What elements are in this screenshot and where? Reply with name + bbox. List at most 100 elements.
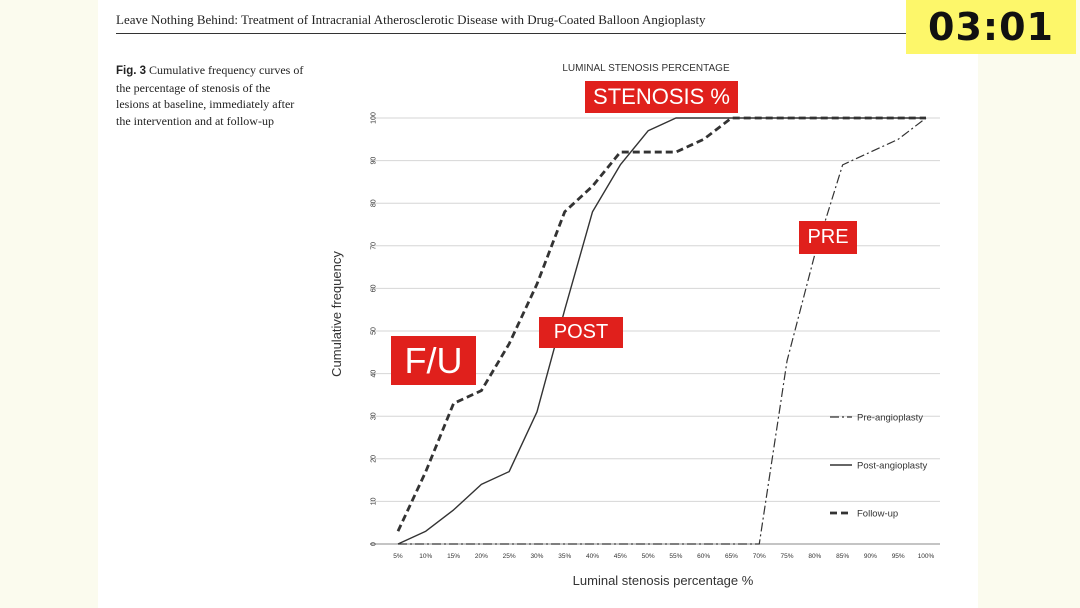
data-point-follow-up xyxy=(397,530,399,532)
y-tick-label: 70 xyxy=(371,242,378,250)
data-point-follow-up xyxy=(564,211,566,213)
data-point-pre-angioplasty xyxy=(675,543,677,545)
x-tick-label: 70% xyxy=(753,553,766,560)
x-tick-label: 5% xyxy=(393,553,403,560)
figure-caption: Fig. 3 Cumulative frequency curves of th… xyxy=(116,62,306,129)
data-point-post-angioplasty xyxy=(675,117,677,119)
data-point-follow-up xyxy=(870,117,872,119)
running-header: Leave Nothing Behind: Treatment of Intra… xyxy=(116,12,706,27)
data-point-follow-up xyxy=(536,283,538,285)
y-tick-label: 80 xyxy=(371,199,378,207)
y-tick-label: 10 xyxy=(371,497,378,505)
y-tick-label: 30 xyxy=(371,412,378,420)
x-tick-label: 15% xyxy=(447,553,460,560)
data-point-follow-up xyxy=(481,390,483,392)
data-point-follow-up xyxy=(786,117,788,119)
y-tick-label: 60 xyxy=(371,284,378,292)
chart-axes: 0 10 20 30 40 50 60 70 80 90 100 5% 10% 15% 20% 25% 30% 3… xyxy=(371,112,935,560)
figure-label: Fig. 3 xyxy=(116,65,147,77)
legend-label-post-angioplasty: Post-angioplasty xyxy=(857,461,927,472)
data-point-post-angioplasty xyxy=(397,543,399,545)
x-tick-label: 20% xyxy=(475,553,488,560)
data-point-follow-up xyxy=(842,117,844,119)
caption-text: Cumulative frequency curves of the perce… xyxy=(116,63,304,128)
data-point-post-angioplasty xyxy=(453,509,455,511)
data-point-post-angioplasty xyxy=(425,530,427,532)
header-rule xyxy=(116,33,908,34)
data-point-post-angioplasty xyxy=(508,471,510,473)
x-tick-label: 75% xyxy=(781,553,794,560)
y-tick-label: 100 xyxy=(371,112,378,124)
x-tick-label: 40% xyxy=(586,553,599,560)
data-point-pre-angioplasty xyxy=(758,543,760,545)
data-point-pre-angioplasty xyxy=(592,543,594,545)
left-margin xyxy=(0,0,98,608)
data-point-follow-up xyxy=(647,151,649,153)
right-margin xyxy=(978,0,1080,608)
y-tick-label: 40 xyxy=(371,370,378,378)
x-tick-label: 100% xyxy=(918,553,935,560)
overlay-stenosis-label: STENOSIS % xyxy=(585,81,738,113)
data-point-pre-angioplasty xyxy=(842,164,844,166)
timer-display: 03:01 xyxy=(906,0,1076,54)
data-point-pre-angioplasty xyxy=(647,543,649,545)
data-point-follow-up xyxy=(453,403,455,405)
data-point-pre-angioplasty xyxy=(453,543,455,545)
data-point-pre-angioplasty xyxy=(731,543,733,545)
y-tick-label: 50 xyxy=(371,327,378,335)
data-point-pre-angioplasty xyxy=(564,543,566,545)
data-point-follow-up xyxy=(425,471,427,473)
data-point-pre-angioplasty xyxy=(703,543,705,545)
y-tick-label: 90 xyxy=(371,157,378,165)
chart-series xyxy=(396,116,927,545)
x-tick-label: 80% xyxy=(808,553,821,560)
data-point-follow-up xyxy=(508,343,510,345)
data-point-pre-angioplasty xyxy=(870,151,872,153)
overlay-post-label: POST xyxy=(539,317,623,348)
x-tick-label: 50% xyxy=(642,553,655,560)
data-point-pre-angioplasty xyxy=(536,543,538,545)
data-point-pre-angioplasty xyxy=(425,543,427,545)
overlay-pre-label: PRE xyxy=(799,221,857,254)
x-tick-label: 30% xyxy=(530,553,543,560)
chart-title: LUMINAL STENOSIS PERCENTAGE xyxy=(562,63,730,74)
data-point-follow-up xyxy=(731,117,733,119)
x-tick-label: 90% xyxy=(864,553,877,560)
overlay-fu-label: F/U xyxy=(391,336,476,385)
chart-texts: LUMINAL STENOSIS PERCENTAGE Luminal steno… xyxy=(329,63,754,588)
data-point-follow-up xyxy=(703,139,705,141)
x-axis-label: Luminal stenosis percentage % xyxy=(573,573,754,588)
data-point-post-angioplasty xyxy=(536,411,538,413)
data-point-post-angioplasty xyxy=(703,117,705,119)
x-tick-label: 45% xyxy=(614,553,627,560)
x-tick-label: 55% xyxy=(669,553,682,560)
legend-label-follow-up: Follow-up xyxy=(857,509,898,520)
series-line-pre-angioplasty xyxy=(398,117,927,545)
data-point-follow-up xyxy=(592,185,594,187)
x-tick-label: 85% xyxy=(836,553,849,560)
data-point-pre-angioplasty xyxy=(481,543,483,545)
data-point-post-angioplasty xyxy=(620,164,622,166)
x-tick-label: 65% xyxy=(725,553,738,560)
data-point-follow-up xyxy=(925,117,927,119)
data-point-post-angioplasty xyxy=(481,484,483,486)
x-tick-label: 10% xyxy=(419,553,432,560)
data-point-post-angioplasty xyxy=(647,130,649,132)
series-line-follow-up xyxy=(396,116,926,532)
y-tick-label: 0 xyxy=(371,542,378,546)
data-point-follow-up xyxy=(620,151,622,153)
data-point-post-angioplasty xyxy=(592,211,594,213)
data-point-follow-up xyxy=(814,117,816,119)
x-tick-label: 60% xyxy=(697,553,710,560)
data-point-pre-angioplasty xyxy=(897,139,899,141)
x-tick-label: 25% xyxy=(503,553,516,560)
y-tick-label: 20 xyxy=(371,455,378,463)
data-point-pre-angioplasty xyxy=(508,543,510,545)
data-point-follow-up xyxy=(675,151,677,153)
data-point-post-angioplasty xyxy=(564,309,566,311)
data-point-pre-angioplasty xyxy=(786,360,788,362)
x-tick-label: 95% xyxy=(892,553,905,560)
chart-legend: Pre-angioplasty Post-angioplasty Follow-up xyxy=(830,413,927,520)
data-point-follow-up xyxy=(758,117,760,119)
